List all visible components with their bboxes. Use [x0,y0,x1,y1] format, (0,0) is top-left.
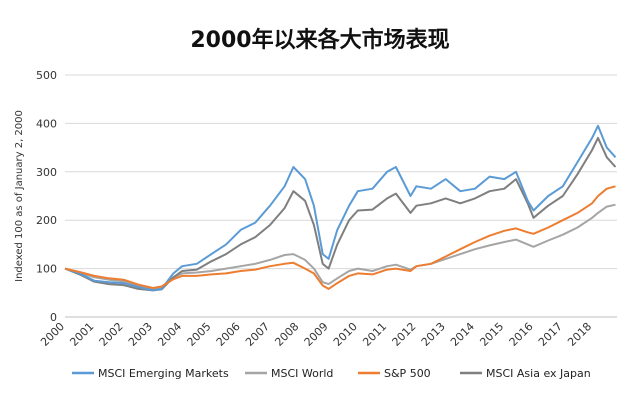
y-tick-label: 400 [36,117,57,130]
legend-label: MSCI World [271,367,333,380]
series-lines [64,124,617,292]
x-tick-label: 2006 [214,320,243,349]
x-tick-label: 2005 [185,320,214,349]
axes: Indexed 100 as of January 2, 2000 [14,110,617,318]
x-tick-label: 2012 [390,320,419,349]
legend-label: S&P 500 [384,367,431,380]
x-tick-label: 2009 [302,320,331,349]
x-tick-label: 2007 [243,320,272,349]
x-tick-label: 2018 [565,320,594,349]
series-line-msci-asia-ex-japan [64,136,617,292]
y-tick-label: 200 [36,214,57,227]
x-tick-label: 2003 [126,320,155,349]
y-tick-label: 300 [36,166,57,179]
legend-label: MSCI Asia ex Japan [486,367,591,380]
x-tick-label: 2017 [536,320,565,349]
x-tick-label: 2014 [448,320,477,349]
x-tick-label: 2013 [419,320,448,349]
x-tick-label: 2004 [155,320,184,349]
x-tick-label: 2008 [272,320,301,349]
legend-label: MSCI Emerging Markets [98,367,229,380]
series-line-msci-emerging-markets [64,124,617,292]
y-axis-title: Indexed 100 as of January 2, 2000 [14,110,25,282]
x-tick-label: 2000 [38,320,67,349]
x-tick-label: 2011 [360,320,389,349]
y-tick-label: 0 [50,311,57,324]
x-tick-label: 2010 [331,320,360,349]
x-tick-label: 2016 [507,320,536,349]
y-tick-labels: 0 100 200 300 400 500 [36,69,57,324]
x-tick-label: 2015 [477,320,506,349]
legend: MSCI Emerging Markets MSCI World S&P 500 MS… [72,367,591,380]
series-line-s-p-500 [64,185,616,290]
y-tick-label: 100 [36,263,57,276]
chart-title: 2000年以来各大市场表现 [190,28,450,53]
grid [65,74,617,270]
x-tick-label: 2002 [97,320,126,349]
x-tick-label: 2001 [67,320,96,349]
y-tick-label: 500 [36,69,57,82]
x-tick-labels: 2000 2001 2002 2003 2004 2005 2006 2007 2008 2009… [38,320,594,349]
